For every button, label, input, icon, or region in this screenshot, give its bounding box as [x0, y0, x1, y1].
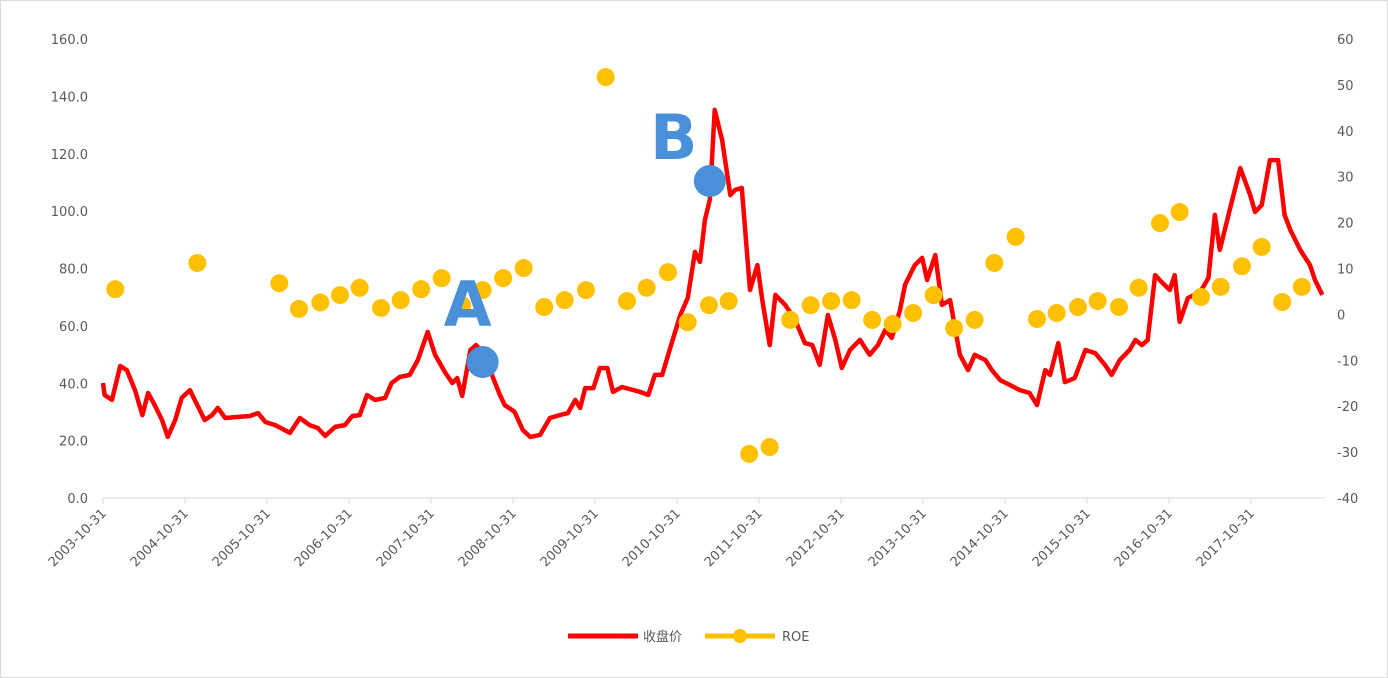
y-right-tick-label: -10	[1337, 354, 1358, 369]
x-tick-label: 2010-10-31	[620, 506, 684, 570]
roe-point	[1027, 309, 1046, 328]
roe-point	[678, 313, 697, 332]
y-left-tick-label: 140.0	[51, 90, 88, 105]
y-right-tick-label: 40	[1337, 125, 1354, 140]
roe-point	[1129, 278, 1148, 297]
y-right-tick-label: -30	[1337, 446, 1358, 461]
roe-point	[270, 274, 289, 293]
x-tick-label: 2009-10-31	[538, 506, 602, 570]
y-right-tick-label: -20	[1337, 400, 1358, 415]
x-tick-label: 2012-10-31	[784, 506, 848, 570]
roe-point	[106, 280, 125, 299]
roe-point	[801, 296, 820, 315]
roe-point	[576, 281, 595, 300]
price-series-line	[100, 107, 1325, 440]
roe-point	[985, 253, 1004, 272]
roe-point	[1170, 203, 1189, 222]
legend: 收盘价 ROE	[568, 629, 809, 645]
x-tick-label: 2006-10-31	[292, 506, 356, 570]
y-right-tick-label: 60	[1337, 33, 1354, 48]
roe-point	[965, 310, 984, 329]
roe-point	[1006, 227, 1025, 246]
y-right-tick-label: 50	[1337, 79, 1354, 94]
x-tick-label: 2013-10-31	[866, 506, 930, 570]
y-right-tick-label: 0	[1337, 308, 1345, 323]
roe-point	[945, 319, 964, 338]
y-left-tick-label: 0.0	[67, 492, 88, 507]
roe-point	[289, 299, 308, 318]
x-tick-label: 2008-10-31	[456, 506, 520, 570]
roe-point	[781, 310, 800, 329]
roe-point	[883, 315, 902, 334]
x-tick-label: 2005-10-31	[210, 506, 274, 570]
roe-point	[350, 278, 369, 297]
y-left-tick-label: 100.0	[51, 205, 88, 220]
roe-point	[473, 281, 492, 300]
y-right-tick-label: -40	[1337, 492, 1358, 507]
y-left-tick-label: 120.0	[51, 148, 88, 163]
y-left-tick-label: 40.0	[59, 377, 88, 392]
roe-point	[535, 298, 554, 317]
x-tick-label: 2007-10-31	[374, 506, 438, 570]
roe-point	[1068, 298, 1087, 317]
roe-point	[1088, 292, 1107, 311]
x-tick-label: 2003-10-31	[46, 506, 110, 570]
roe-point	[1150, 214, 1169, 233]
legend-price-label: 收盘价	[643, 629, 682, 645]
roe-point	[1273, 293, 1292, 312]
roe-point	[432, 269, 451, 288]
roe-point	[1232, 257, 1251, 276]
roe-point	[330, 286, 349, 305]
y-left-tick-label: 60.0	[59, 320, 88, 335]
roe-point	[596, 68, 615, 87]
roe-point	[740, 444, 759, 463]
roe-point	[1292, 277, 1311, 296]
roe-point	[904, 304, 923, 323]
annotation-marker-b	[693, 165, 726, 198]
roe-point	[1211, 277, 1230, 296]
roe-point	[494, 269, 513, 288]
roe-point	[760, 438, 779, 457]
roe-point	[514, 259, 533, 278]
x-tick-label: 2004-10-31	[128, 506, 192, 570]
roe-point	[719, 292, 738, 311]
x-tick-label: 2016-10-31	[1112, 506, 1176, 570]
roe-point	[412, 280, 431, 299]
roe-point	[1252, 237, 1271, 256]
roe-point	[658, 263, 677, 282]
y-left-tick-label: 20.0	[59, 435, 88, 450]
roe-point	[453, 296, 472, 315]
y-left-tick-label: 80.0	[59, 263, 88, 278]
roe-point	[863, 310, 882, 329]
annotation-label-a: A	[444, 268, 492, 341]
y-right-tick-label: 30	[1337, 171, 1354, 186]
roe-point	[822, 292, 841, 311]
y-right-tick-label: 10	[1337, 263, 1354, 278]
y-left-tick-label: 160.0	[51, 33, 88, 48]
roe-point	[1109, 298, 1128, 317]
roe-point	[924, 286, 943, 305]
roe-point	[555, 291, 574, 310]
x-tick-label: 2017-10-31	[1194, 506, 1258, 570]
legend-roe-marker	[733, 629, 747, 643]
legend-roe-label: ROE	[782, 630, 809, 645]
x-tick-label: 2014-10-31	[948, 506, 1012, 570]
roe-point	[391, 291, 410, 310]
x-tick-label: 2011-10-31	[702, 506, 766, 570]
roe-point	[637, 278, 656, 297]
roe-point	[188, 253, 207, 272]
plot-area: AB	[100, 68, 1325, 463]
roe-point	[1191, 287, 1210, 306]
x-tick-label: 2015-10-31	[1030, 506, 1094, 570]
roe-point	[617, 292, 636, 311]
roe-point	[311, 293, 330, 312]
annotation-label-b: B	[650, 101, 697, 174]
roe-point	[371, 298, 390, 317]
roe-point	[842, 291, 861, 310]
annotation-marker-a	[466, 346, 499, 379]
y-right-tick-label: 20	[1337, 217, 1354, 232]
roe-point	[699, 296, 718, 315]
roe-point	[1047, 304, 1066, 323]
